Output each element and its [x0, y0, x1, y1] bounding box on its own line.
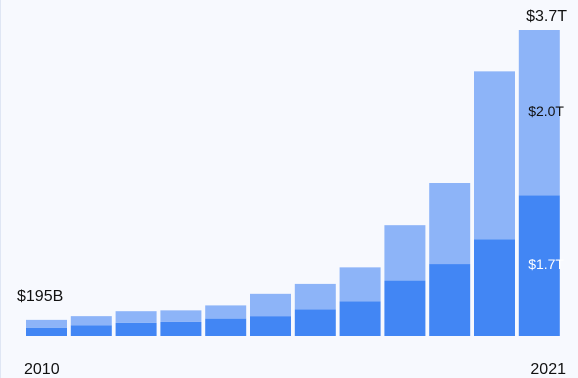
bar-2012-segment-1	[115, 322, 157, 336]
bar-2012-segment-2	[115, 311, 157, 323]
bar-2016-segment-2	[294, 283, 336, 310]
bar-2014-segment-1	[205, 318, 247, 336]
bar-2011-segment-2	[70, 316, 112, 326]
bars-layer	[26, 30, 560, 336]
bar-2010-segment-2	[26, 319, 67, 328]
last-bottom-segment-label: $1.7T	[528, 256, 564, 272]
bar-2019-segment-2	[429, 183, 471, 265]
bar-2018-segment-2	[384, 225, 426, 281]
bar-2021-segment-1	[518, 195, 560, 336]
bar-2011-segment-1	[70, 325, 112, 336]
last-total-label: $3.7T	[526, 8, 567, 25]
bar-2021-segment-2	[518, 30, 560, 196]
bar-2015-segment-1	[250, 316, 291, 336]
bar-2020-segment-2	[474, 71, 515, 240]
bar-2019-segment-1	[429, 264, 471, 336]
last-top-segment-label: $2.0T	[528, 103, 564, 119]
bar-2017-segment-1	[339, 301, 381, 336]
bar-2017-segment-2	[339, 267, 381, 302]
bar-2018-segment-1	[384, 280, 426, 336]
bar-2013-segment-1	[160, 321, 202, 336]
bar-2013-segment-2	[160, 310, 202, 322]
first-total-label: $195B	[17, 288, 63, 305]
bar-2015-segment-2	[250, 293, 291, 317]
bar-2010-segment-1	[26, 327, 67, 336]
x-tick-first: 2010	[24, 361, 60, 378]
labels-layer: $195B $3.7T $2.0T $1.7T 2010 2021	[17, 8, 567, 378]
bar-2014-segment-2	[205, 305, 247, 319]
bar-2020-segment-1	[474, 239, 515, 336]
x-tick-last: 2021	[530, 361, 566, 378]
bar-2016-segment-1	[294, 309, 336, 336]
